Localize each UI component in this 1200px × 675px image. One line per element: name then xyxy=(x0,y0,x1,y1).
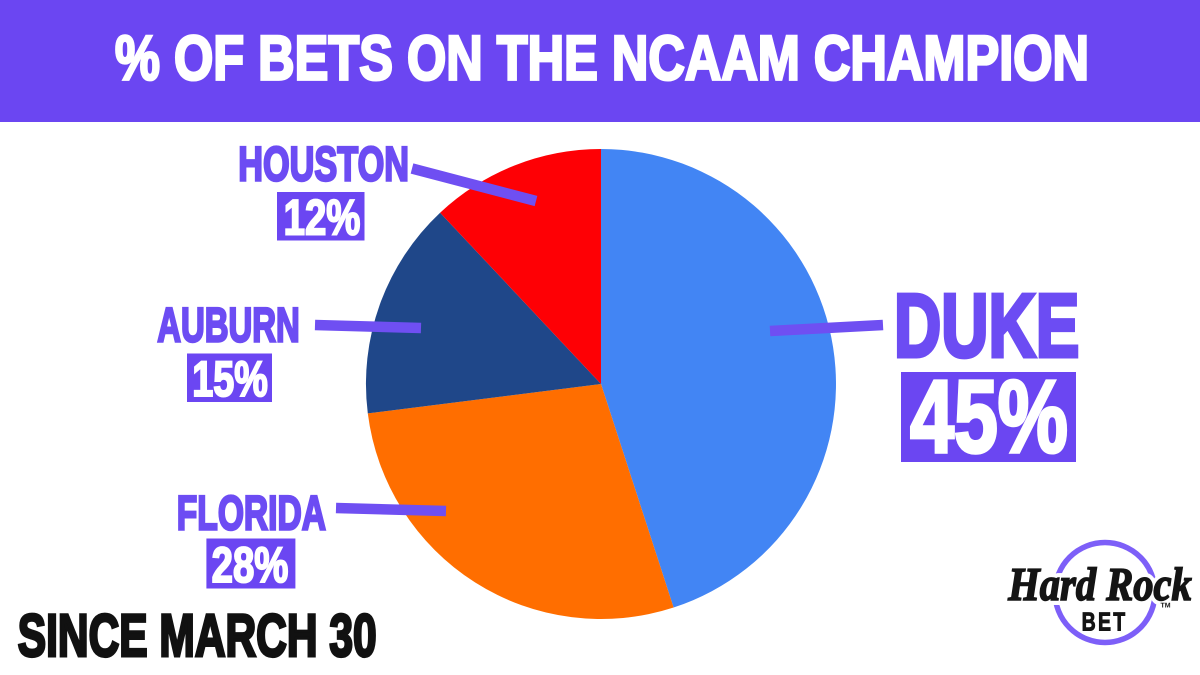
svg-text:% OF BETS ON THE NCAAM CHAMPIO: % OF BETS ON THE NCAAM CHAMPION xyxy=(115,24,1089,94)
svg-text:BET: BET xyxy=(1082,607,1128,637)
svg-text:12%: 12% xyxy=(284,190,361,246)
svg-text:Hard Rock: Hard Rock xyxy=(1007,559,1192,611)
svg-text:Hard Rock: Hard Rock xyxy=(1007,559,1192,611)
svg-text:HOUSTON: HOUSTON xyxy=(238,137,409,191)
svg-text:28%: 28% xyxy=(212,537,289,593)
svg-text:FLORIDA: FLORIDA xyxy=(177,487,326,541)
svg-text:SINCE MARCH 30: SINCE MARCH 30 xyxy=(18,602,377,669)
svg-text:45%: 45% xyxy=(910,359,1068,474)
svg-text:15%: 15% xyxy=(192,351,268,407)
svg-text:TM: TM xyxy=(1161,602,1171,609)
svg-text:DUKE: DUKE xyxy=(894,277,1079,377)
svg-text:AUBURN: AUBURN xyxy=(157,298,300,352)
